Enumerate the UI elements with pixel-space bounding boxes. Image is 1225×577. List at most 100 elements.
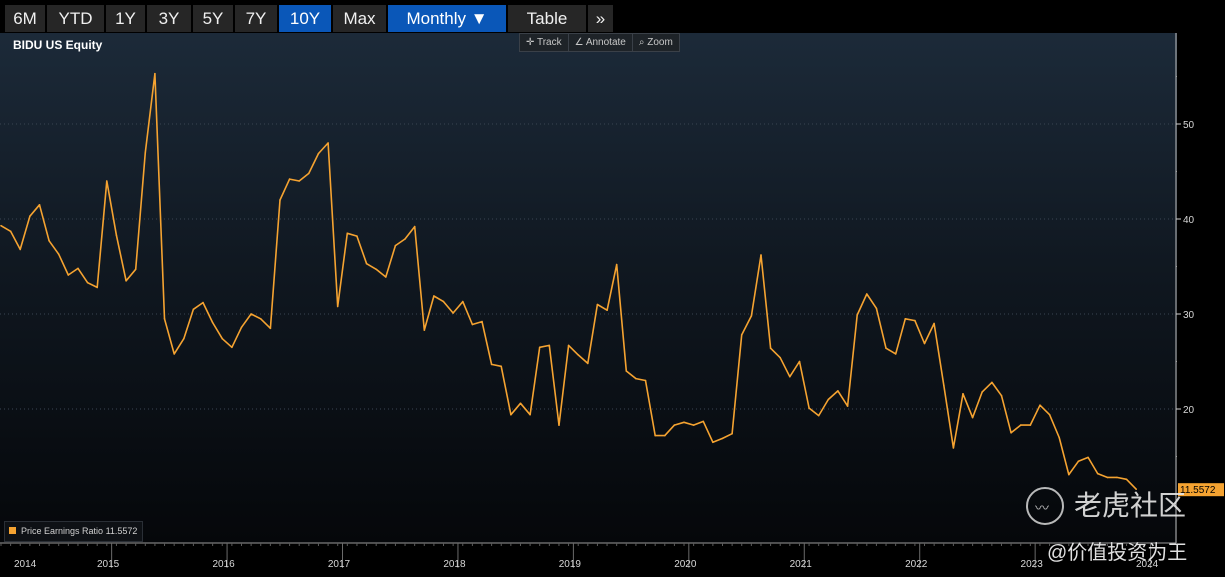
pe-data-point — [298, 180, 301, 182]
last-value-tag — [1178, 483, 1224, 497]
more-button[interactable]: » — [588, 5, 613, 32]
last-value-label: 11.5572 — [1180, 485, 1216, 496]
pe-data-point — [1048, 413, 1051, 416]
pe-data-point — [1106, 476, 1109, 479]
pe-data-point — [635, 377, 637, 380]
pe-data-point — [269, 327, 272, 330]
pe-data-point — [500, 365, 503, 368]
track-label: Track — [536, 37, 562, 48]
legend-swatch — [9, 527, 16, 534]
range-1y-button[interactable]: 1Y — [106, 5, 145, 32]
x-tick-label: 2014 — [14, 559, 37, 570]
pe-data-point — [481, 320, 483, 323]
pe-data-point — [827, 398, 830, 401]
pe-data-point — [991, 381, 993, 384]
range-3y-button[interactable]: 3Y — [147, 5, 191, 32]
pe-data-point — [702, 420, 705, 423]
x-tick-label: 2023 — [1021, 559, 1044, 570]
pe-data-point — [404, 238, 406, 240]
pe-data-point — [952, 447, 955, 449]
pe-data-point — [125, 280, 127, 282]
range-7y-button[interactable]: 7Y — [235, 5, 277, 32]
pe-data-point — [183, 337, 185, 340]
pe-data-point — [490, 363, 493, 366]
range-ytd-button[interactable]: YTD — [47, 5, 104, 32]
pe-data-point — [77, 267, 79, 270]
pe-data-point — [433, 295, 435, 297]
pe-data-point — [1096, 472, 1099, 475]
pe-data-point — [96, 286, 98, 289]
pe-data-point — [327, 142, 329, 144]
y-tick-label: 30 — [1183, 310, 1195, 321]
pe-data-point — [866, 293, 868, 295]
range-10y-button[interactable]: 10Y — [279, 5, 331, 32]
pe-data-point — [943, 384, 945, 387]
pe-data-point — [606, 309, 608, 312]
pe-data-point — [712, 441, 714, 444]
pe-data-point — [596, 303, 599, 306]
x-tick-label: 2019 — [559, 559, 582, 570]
pe-data-point — [106, 180, 108, 182]
pe-data-point — [1019, 424, 1022, 426]
legend: Price Earnings Ratio 11.5572 — [4, 521, 144, 542]
pe-data-point — [567, 344, 570, 347]
pe-data-point — [548, 344, 551, 347]
pe-data-point — [240, 326, 243, 329]
pe-data-point — [356, 235, 358, 237]
track-tool[interactable]: ✛ Track — [520, 34, 569, 51]
magnifier-icon: ⌕ — [638, 37, 648, 48]
pe-data-point — [625, 370, 628, 372]
pe-data-point — [769, 347, 772, 350]
pe-data-point — [962, 393, 964, 395]
pe-data-point — [231, 346, 233, 349]
pe-data-point — [144, 151, 147, 154]
pe-data-point — [336, 305, 339, 308]
pe-data-point — [413, 225, 416, 228]
range-max-button[interactable]: Max — [333, 5, 386, 32]
pe-data-point — [19, 248, 22, 251]
x-axis-band — [0, 543, 1225, 577]
x-tick-label: 2022 — [905, 559, 928, 570]
x-tick-label: 2016 — [212, 559, 235, 570]
pe-data-point — [692, 424, 695, 426]
pe-data-point — [317, 152, 320, 155]
pe-data-point — [683, 421, 685, 424]
pe-data-point — [577, 354, 579, 356]
zoom-label: Zoom — [647, 37, 673, 48]
pe-data-point — [115, 234, 118, 236]
toolbar: 6M YTD 1Y 3Y 5Y 7Y 10Y Max Monthly ▼ Tab… — [0, 0, 1225, 34]
pe-data-point — [808, 407, 810, 409]
annotate-tool[interactable]: ∠ Annotate — [569, 34, 633, 51]
pe-data-point — [375, 268, 378, 271]
pe-data-point — [885, 347, 887, 350]
pe-data-point — [644, 379, 647, 382]
pe-data-point — [202, 301, 204, 304]
pe-data-point — [510, 413, 512, 416]
pe-data-point — [308, 172, 310, 175]
pe-data-point — [211, 321, 214, 324]
pe-data-point — [1039, 404, 1041, 407]
pe-data-point — [346, 232, 349, 235]
pe-data-point — [163, 318, 166, 320]
pe-data-point — [731, 432, 733, 435]
security-title: BIDU US Equity — [13, 38, 103, 52]
pe-data-point — [1116, 476, 1118, 479]
x-tick-label: 2018 — [443, 559, 466, 570]
pe-data-point — [471, 323, 474, 326]
range-6m-button[interactable]: 6M — [5, 5, 45, 32]
pe-data-point — [57, 253, 60, 255]
pe-data-point — [1087, 456, 1089, 459]
x-tick-label: 2015 — [97, 559, 120, 570]
annotate-label: Annotate — [585, 37, 626, 48]
pe-data-point — [721, 437, 724, 440]
frequency-dropdown[interactable]: Monthly ▼ — [388, 5, 506, 32]
chart-tools: ✛ Track ∠ Annotate ⌕ Zoom — [519, 33, 680, 52]
pe-data-point — [250, 313, 252, 315]
zoom-tool[interactable]: ⌕ Zoom — [633, 34, 679, 51]
pe-data-point — [740, 334, 743, 336]
table-button[interactable]: Table — [508, 5, 586, 32]
crosshair-icon: ✛ — [526, 37, 537, 48]
pe-data-point — [134, 268, 137, 271]
range-5y-button[interactable]: 5Y — [193, 5, 233, 32]
